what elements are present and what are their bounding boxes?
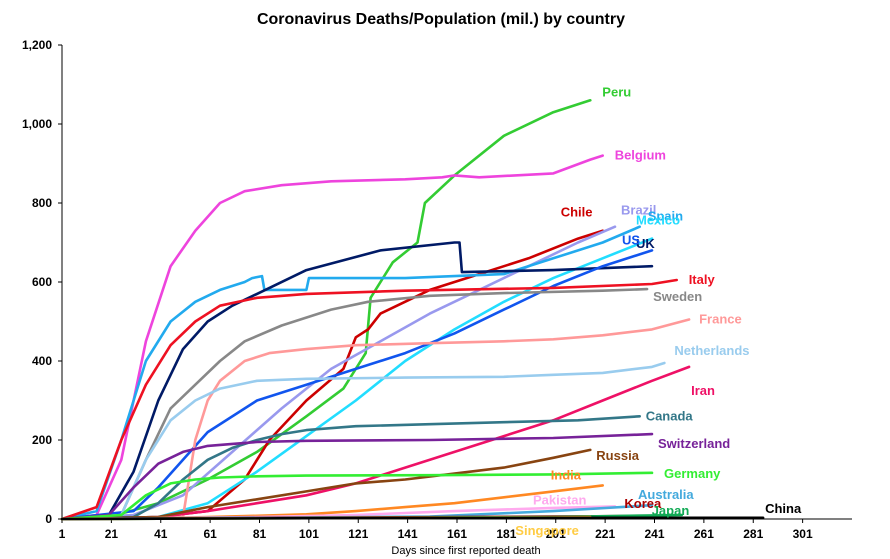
series-label-china: China (765, 501, 802, 516)
series-line-spain (60, 225, 642, 521)
series-label-us: US (622, 232, 640, 247)
series-label-india: India (551, 467, 582, 482)
y-tick-label: 200 (32, 433, 52, 447)
series-label-france: France (699, 312, 742, 327)
series-label-peru: Peru (602, 84, 631, 99)
series-label-canada: Canada (646, 408, 694, 423)
series-label-switzerland: Switzerland (658, 436, 730, 451)
series-line-russia (60, 448, 592, 521)
series-line-iran (60, 365, 691, 521)
series-label-sweden: Sweden (653, 289, 702, 304)
x-tick-label: 181 (496, 527, 516, 541)
series-label-belgium: Belgium (615, 148, 666, 163)
x-tick-label: 261 (694, 527, 714, 541)
series-label-japan: Japan (652, 503, 690, 518)
x-tick-label: 141 (398, 527, 418, 541)
series-line-belgium (60, 154, 605, 521)
series-line-uk (60, 241, 654, 521)
x-tick-label: 241 (644, 527, 664, 541)
series-label-mexico: Mexico (636, 213, 680, 228)
series-label-uk: UK (636, 236, 655, 251)
series-line-us (60, 249, 654, 521)
x-tick-label: 221 (595, 527, 615, 541)
x-tick-label: 201 (546, 527, 566, 541)
x-axis-ticks: 1 21 41 61 81 101 121 141 161 181 201 221 241 261 281 3… (59, 519, 813, 541)
x-tick-label: 161 (447, 527, 467, 541)
series-label-netherlands: Netherlands (674, 343, 749, 358)
x-tick-label: 1 (59, 527, 66, 541)
series-label-pakistan: Pakistan (533, 492, 587, 507)
x-tick-label: 121 (348, 527, 368, 541)
chart-title: Coronavirus Deaths/Population (mil.) by … (257, 11, 625, 28)
y-axis-ticks: 0 200 400 600 800 1,000 1,200 (22, 38, 62, 526)
y-tick-label: 400 (32, 354, 52, 368)
series-line-france (60, 318, 691, 521)
series-label-italy: Italy (689, 272, 716, 287)
series-line-germany (60, 471, 654, 521)
series-line-netherlands (60, 361, 666, 521)
x-tick-label: 41 (154, 527, 168, 541)
x-tick-label: 21 (105, 527, 119, 541)
series-line-switzerland (60, 432, 654, 521)
series-line-mexico (60, 237, 654, 521)
series-label-korea: Korea (624, 496, 662, 511)
series-line-peru (60, 99, 592, 521)
series-line-italy (60, 278, 679, 521)
series-lines (60, 99, 765, 521)
x-tick-label: 61 (203, 527, 217, 541)
y-tick-label: 600 (32, 275, 52, 289)
y-tick-label: 800 (32, 196, 52, 210)
series-label-spain: Spain (648, 209, 683, 224)
series-label-australia: Australia (638, 487, 694, 502)
y-tick-label: 1,000 (22, 117, 52, 131)
x-tick-label: 281 (743, 527, 763, 541)
x-tick-label: 301 (793, 527, 813, 541)
series-label-brazil: Brazil (621, 203, 656, 218)
series-line-canada (60, 414, 642, 521)
series-line-china (60, 516, 765, 521)
series-line-chile (60, 229, 605, 521)
y-tick-label: 0 (45, 512, 52, 526)
series-label-singapore: Singapore (515, 523, 579, 538)
y-tick-label: 1,200 (22, 38, 52, 52)
x-tick-label: 81 (253, 527, 267, 541)
series-label-russia: Russia (596, 448, 639, 463)
series-label-iran: Iran (691, 383, 715, 398)
series-label-chile: Chile (561, 205, 593, 220)
x-axis-label: Days since first reported death (391, 545, 540, 557)
series-label-germany: Germany (664, 466, 721, 481)
x-tick-label: 101 (299, 527, 319, 541)
